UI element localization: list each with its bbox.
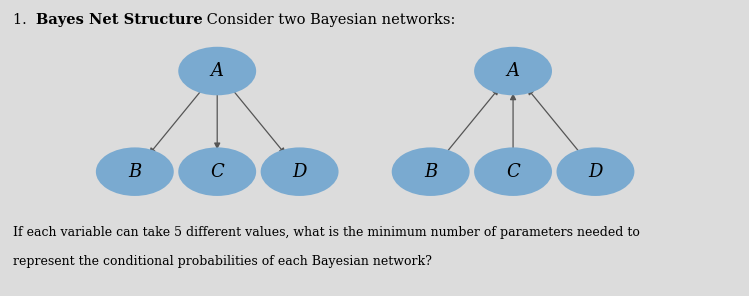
Ellipse shape	[178, 147, 256, 196]
Text: A: A	[210, 62, 224, 80]
Text: A: A	[506, 62, 520, 80]
Text: represent the conditional probabilities of each Bayesian network?: represent the conditional probabilities …	[13, 255, 432, 268]
Text: If each variable can take 5 different values, what is the minimum number of para: If each variable can take 5 different va…	[13, 226, 640, 239]
Ellipse shape	[557, 147, 634, 196]
Text: Bayes Net Structure: Bayes Net Structure	[36, 13, 203, 27]
Text: 1.: 1.	[13, 13, 37, 27]
Text: D: D	[292, 163, 307, 181]
Ellipse shape	[96, 147, 174, 196]
Text: B: B	[424, 163, 437, 181]
Text: C: C	[210, 163, 224, 181]
Ellipse shape	[474, 147, 552, 196]
Text: Consider two Bayesian networks:: Consider two Bayesian networks:	[202, 13, 455, 27]
Ellipse shape	[392, 147, 470, 196]
Ellipse shape	[261, 147, 339, 196]
Text: C: C	[506, 163, 520, 181]
Ellipse shape	[178, 47, 256, 95]
Ellipse shape	[474, 47, 552, 95]
Text: B: B	[128, 163, 142, 181]
Text: D: D	[588, 163, 603, 181]
